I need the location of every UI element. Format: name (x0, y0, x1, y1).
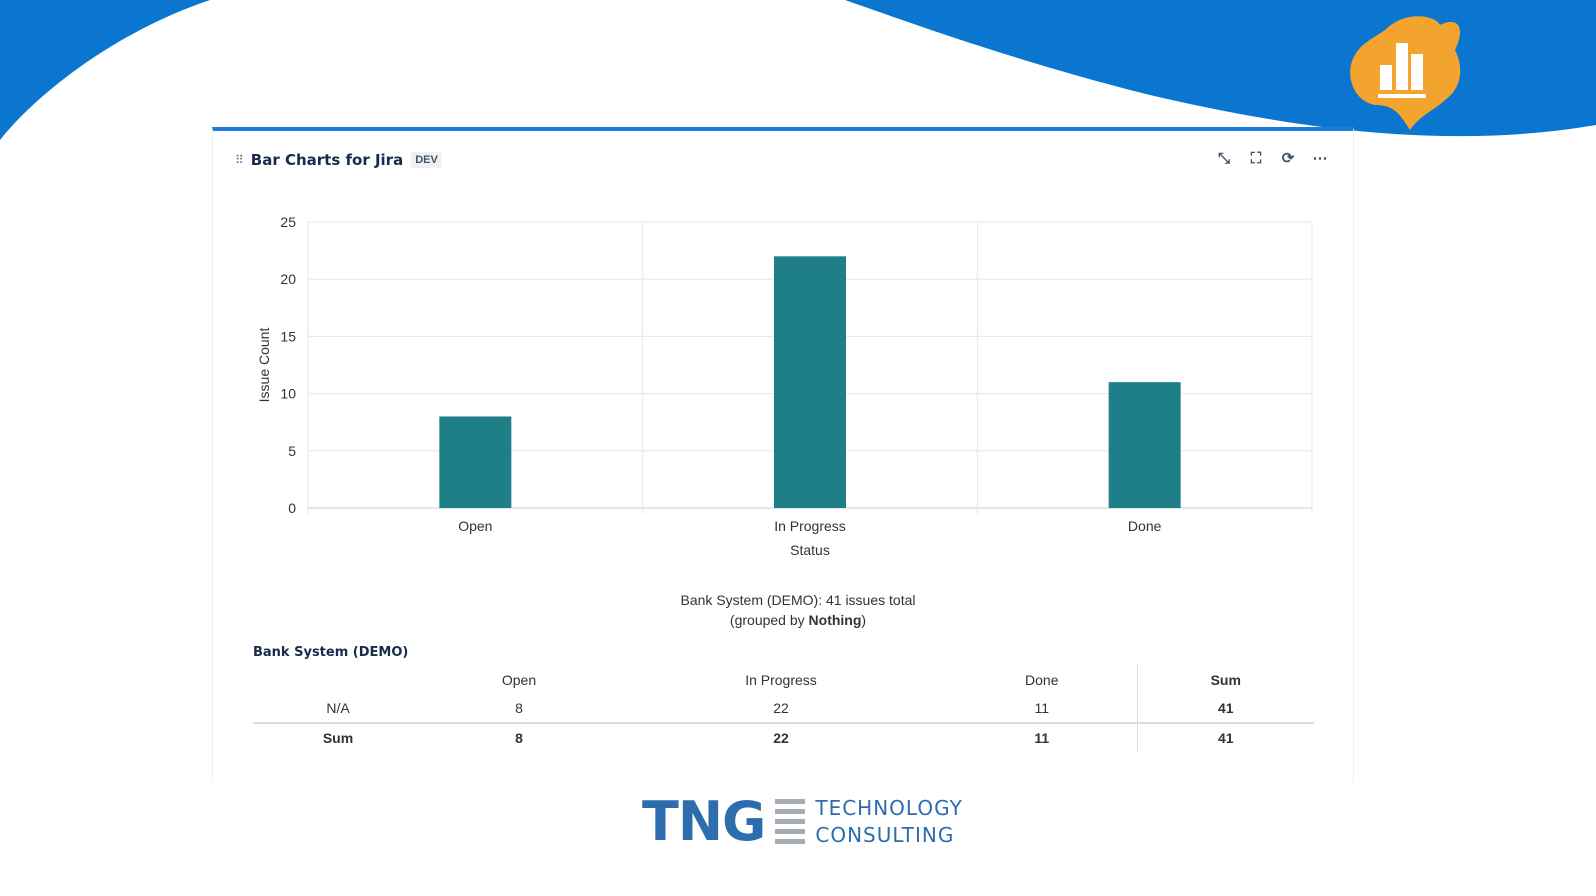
header-cell (253, 665, 423, 694)
more-icon[interactable]: ⋯ (1312, 150, 1328, 167)
y-tick-label: 5 (288, 443, 296, 459)
cell: 8 (423, 722, 615, 752)
y-tick-label: 25 (280, 214, 296, 230)
cell: 11 (947, 722, 1137, 752)
x-tick-label: Open (458, 518, 492, 534)
drag-handle-icon[interactable]: ⠿ (235, 153, 244, 167)
y-tick-label: 15 (280, 328, 296, 344)
logo-text: TNG (642, 790, 766, 853)
row-label: N/A (326, 700, 350, 716)
grouping-prefix: (grouped by (729, 612, 809, 628)
table-sum-row: Sum 8 22 11 41 (253, 722, 1314, 752)
summary-grouping: (grouped by Nothing) (0, 610, 1596, 630)
summary-total: Bank System (DEMO): 41 issues total (680, 592, 916, 608)
logo-subtitle: TECHNOLOGY CONSULTING (815, 795, 962, 849)
fullscreen-icon[interactable]: ⛶ (1250, 149, 1262, 167)
header-sum: Sum (1136, 665, 1314, 694)
table-row: N/A 8 22 11 41 (253, 694, 1314, 723)
chart-summary: Bank System (DEMO): 41 issues total (gro… (0, 590, 1596, 630)
y-tick-label: 10 (280, 386, 296, 402)
cell-sum: 41 (1136, 722, 1314, 752)
refresh-icon[interactable]: ⟳ (1281, 150, 1295, 167)
logo-subtitle-1: TECHNOLOGY (815, 795, 963, 820)
y-axis-label: Issue Count (256, 328, 272, 403)
bar-chart: 0 5 10 15 20 25 Open In Progress Done Status Issue… (256, 214, 1313, 558)
grouping-value: Nothing (808, 612, 862, 628)
cell: 22 (615, 722, 947, 752)
table-header-row: Open In Progress Done Sum (253, 665, 1314, 694)
tng-logo: TNG TECHNOLOGY CONSULTING (642, 790, 963, 853)
logo-subtitle-2: CONSULTING (815, 822, 955, 847)
x-tick-label: Done (1128, 518, 1162, 534)
y-tick-label: 0 (288, 500, 296, 516)
cell: 11 (1034, 700, 1050, 716)
gadget-title: Bar Charts for Jira (250, 151, 404, 169)
bar-in-progress (774, 256, 846, 508)
x-tick-label: In Progress (774, 518, 846, 534)
cell-sum: 41 (1136, 694, 1314, 723)
dev-badge: DEV (411, 152, 442, 168)
bar-open (439, 416, 512, 508)
grouping-suffix: ) (861, 612, 867, 628)
minimize-icon[interactable]: ⤡ (1217, 149, 1230, 167)
header-done: Done (1025, 671, 1059, 688)
bar-done (1108, 382, 1181, 508)
header-open: Open (501, 671, 537, 688)
row-label: Sum (253, 722, 423, 752)
y-tick-label: 20 (280, 271, 296, 287)
cell: 22 (773, 700, 789, 716)
table-title: Bank System (DEMO) (253, 645, 409, 660)
logo-lines (775, 799, 806, 844)
x-axis-label: Status (790, 542, 830, 558)
header-in-progress: In Progress (745, 671, 817, 688)
summary-table: Open In Progress Done Sum N/A 8 22 11 41… (253, 665, 1314, 752)
cell: 8 (515, 700, 523, 716)
app-logo (1350, 16, 1461, 130)
